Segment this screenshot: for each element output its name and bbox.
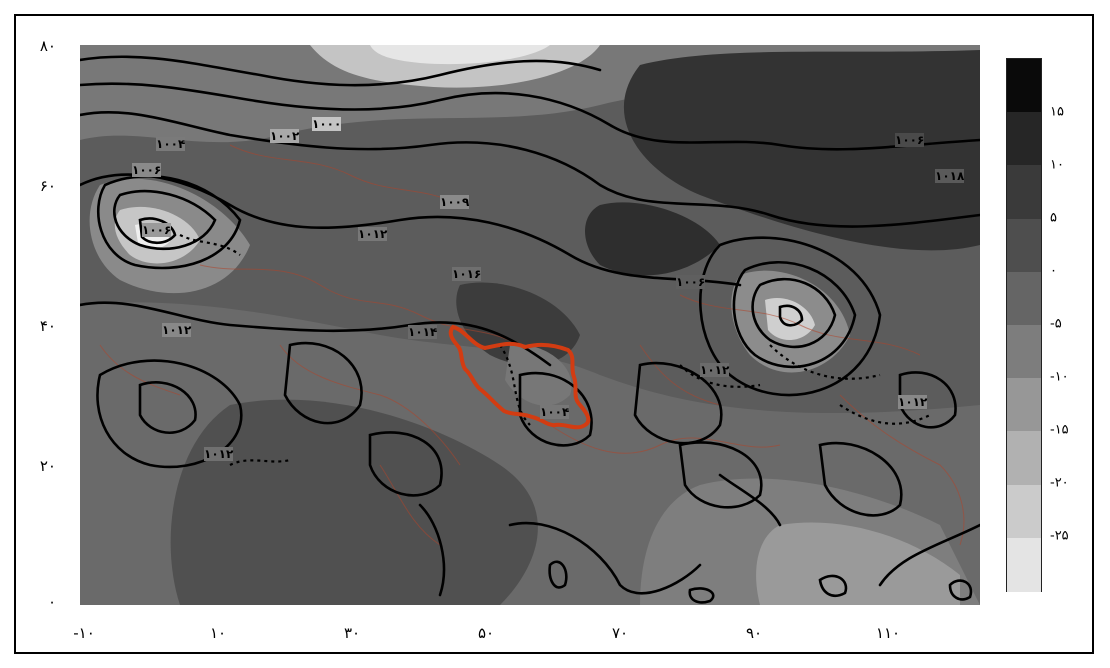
map-svg [80, 45, 980, 605]
contour-label: ۱۰۰۰ [312, 117, 342, 131]
y-axis-label: ۸۰ [39, 37, 56, 55]
contour-label: ۱۰۱۶ [452, 267, 482, 281]
x-axis-label: ۹۰ [745, 624, 763, 642]
y-axis-label: ۶۰ [39, 177, 56, 195]
iran-outline [448, 324, 591, 430]
legend-label: -۲۰ [1050, 475, 1069, 491]
x-axis-label: -۱۰ [73, 624, 95, 642]
legend-label: -۵ [1050, 316, 1062, 332]
contour-label: ۱۰۱۴ [408, 325, 438, 339]
contour-label: ۱۰۰۴ [540, 405, 570, 419]
contour-label: ۱۰۱۸ [935, 169, 965, 183]
contour-label: ۱۰۱۲ [204, 447, 234, 461]
contour-label: ۱۰۰۶ [676, 275, 706, 289]
legend-label: -۱۵ [1050, 422, 1069, 438]
x-axis-label: ۷۰ [611, 624, 629, 642]
contour-label: ۱۰۰۶ [895, 133, 925, 147]
isobar-contours [80, 55, 980, 604]
legend-label: -۲۵ [1050, 528, 1069, 544]
contour-label: ۱۰۱۲ [162, 323, 192, 337]
legend-colorbar [1006, 58, 1042, 592]
legend-swatch [1007, 431, 1041, 486]
y-axis-label: ۲۰ [39, 457, 56, 475]
contour-label: ۱۰۰۶ [142, 223, 172, 237]
legend-label: ۰ [1050, 263, 1057, 279]
legend-swatch [1007, 484, 1041, 539]
contour-label: ۱۰۰۹ [440, 195, 470, 209]
legend-swatch [1007, 59, 1041, 113]
legend-swatch [1007, 537, 1041, 592]
legend-label: ۱۵ [1050, 104, 1064, 120]
legend-label: ۱۰ [1050, 157, 1064, 173]
legend-label: -۱۰ [1050, 369, 1069, 385]
contour-label: ۱۰۰۲ [270, 129, 300, 143]
contour-label: ۱۰۱۲ [700, 363, 730, 377]
x-axis-label: ۱۰ [209, 624, 227, 642]
contour-label: ۱۰۱۲ [898, 395, 928, 409]
y-axis-label: ۰ [47, 593, 56, 611]
contour-label: ۱۰۰۴ [156, 137, 186, 151]
map-panel: ۱۰۰۴ ۱۰۰۲ ۱۰۰۰ ۱۰۰۶ ۱۰۰۶ ۱۰۰۹ ۱۰۱۲ ۱۰۱۸ … [80, 45, 980, 605]
contour-label: ۱۰۱۲ [358, 227, 388, 241]
legend-swatch [1007, 325, 1041, 379]
y-axis-label: ۴۰ [39, 317, 56, 335]
x-axis-label: ۱۱۰ [875, 624, 901, 642]
legend-swatch [1007, 378, 1041, 433]
x-axis-label: ۳۰ [343, 624, 361, 642]
legend-swatch [1007, 165, 1041, 220]
x-axis-label: ۵۰ [477, 624, 495, 642]
legend-swatch [1007, 271, 1041, 326]
contour-label: ۱۰۰۶ [132, 163, 162, 177]
shaded-field [80, 45, 980, 605]
dashed-contours [179, 234, 931, 466]
legend-label: ۵ [1050, 210, 1057, 226]
legend-swatch [1007, 218, 1041, 273]
legend-swatch [1007, 112, 1041, 167]
